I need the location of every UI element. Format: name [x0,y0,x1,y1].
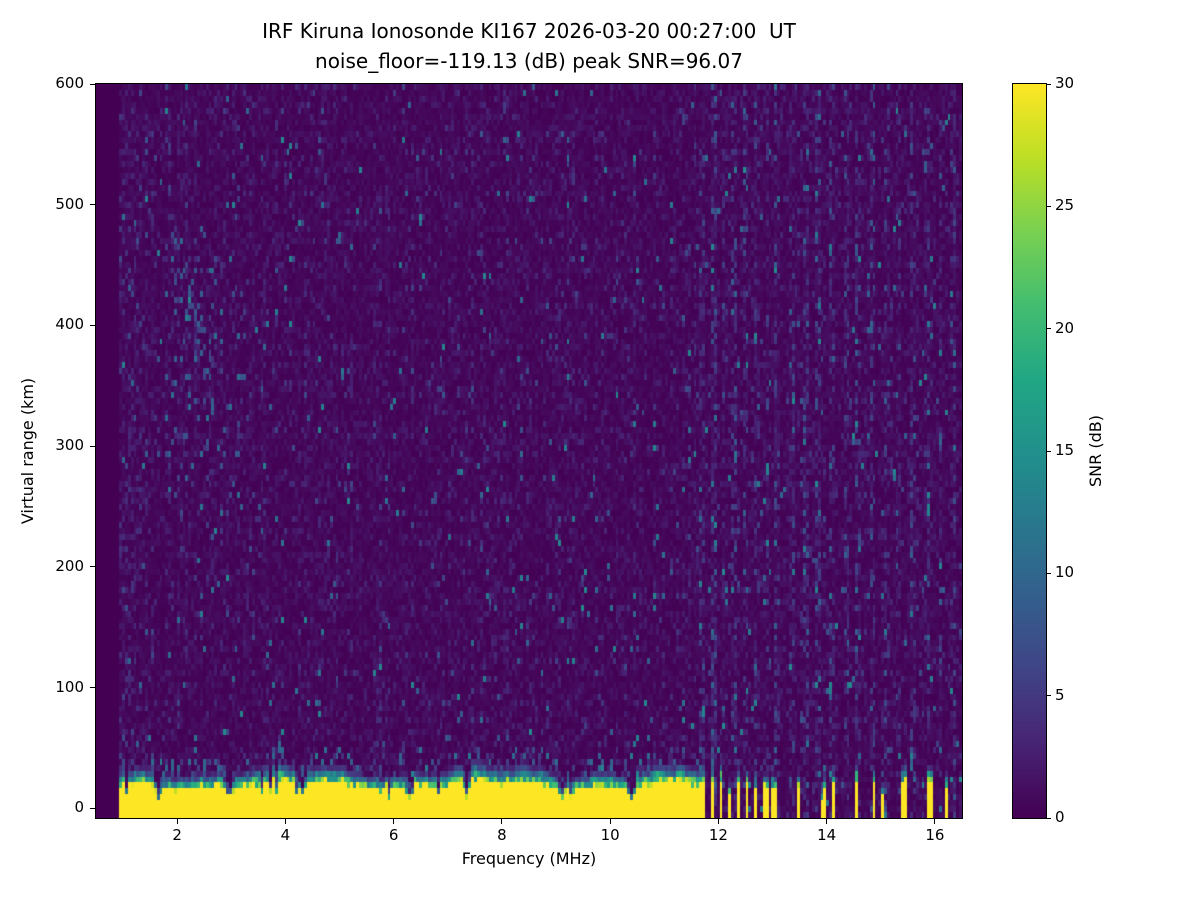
y-tick-label: 200 [55,556,84,575]
colorbar-tick-mark [1046,695,1051,697]
x-tick-mark [176,819,178,824]
colorbar-tick-label: 20 [1055,318,1075,337]
x-tick-label: 6 [388,826,399,844]
x-tick-mark [501,819,503,824]
x-tick-label: 16 [925,826,945,844]
y-tick-label: 600 [55,74,84,92]
colorbar-tick-mark [1046,450,1051,452]
x-tick-label: 10 [600,826,620,844]
colorbar-tick-label: 5 [1055,685,1065,704]
colorbar-tick-label: 10 [1055,563,1075,582]
colorbar-tick-mark [1046,572,1051,574]
colorbar-label: SNR (dB) [1086,415,1105,487]
x-tick-mark [284,819,286,824]
colorbar-tick-mark [1046,817,1051,819]
x-tick-mark [393,819,395,824]
colorbar-tick-label: 15 [1055,441,1075,459]
y-tick-label: 100 [55,677,84,696]
x-tick-label: 14 [817,826,837,844]
ionogram-heatmap [96,84,962,818]
y-tick-mark [90,324,95,326]
chart-title: IRF Kiruna Ionosonde KI167 2026-03-20 00… [262,19,796,43]
x-tick-label: 12 [708,826,728,844]
colorbar-tick-label: 0 [1055,808,1065,826]
y-tick-mark [90,566,95,568]
y-tick-mark [90,83,95,85]
y-axis-label: Virtual range (km) [18,377,37,525]
x-tick-mark [609,819,611,824]
x-tick-label: 4 [280,826,291,844]
x-tick-label: 8 [497,826,507,844]
colorbar-tick-mark [1046,205,1051,207]
colorbar-tick-mark [1046,83,1051,85]
colorbar-tick-label: 25 [1055,196,1075,215]
x-tick-mark [826,819,828,824]
colorbar [1012,83,1047,819]
chart-subtitle: noise_floor=-119.13 (dB) peak SNR=96.07 [315,49,743,73]
x-tick-label: 2 [172,826,182,844]
colorbar-tick-mark [1046,328,1051,330]
y-tick-label: 0 [74,798,84,817]
y-tick-mark [90,687,95,689]
y-tick-mark [90,445,95,447]
colorbar-tick-label: 30 [1055,74,1075,92]
y-tick-label: 300 [55,436,84,455]
y-tick-label: 500 [55,194,84,213]
x-tick-mark [934,819,936,824]
y-tick-label: 400 [55,315,84,334]
y-tick-mark [90,204,95,206]
x-tick-mark [717,819,719,824]
y-tick-mark [90,807,95,809]
x-axis-label: Frequency (MHz) [461,849,597,868]
